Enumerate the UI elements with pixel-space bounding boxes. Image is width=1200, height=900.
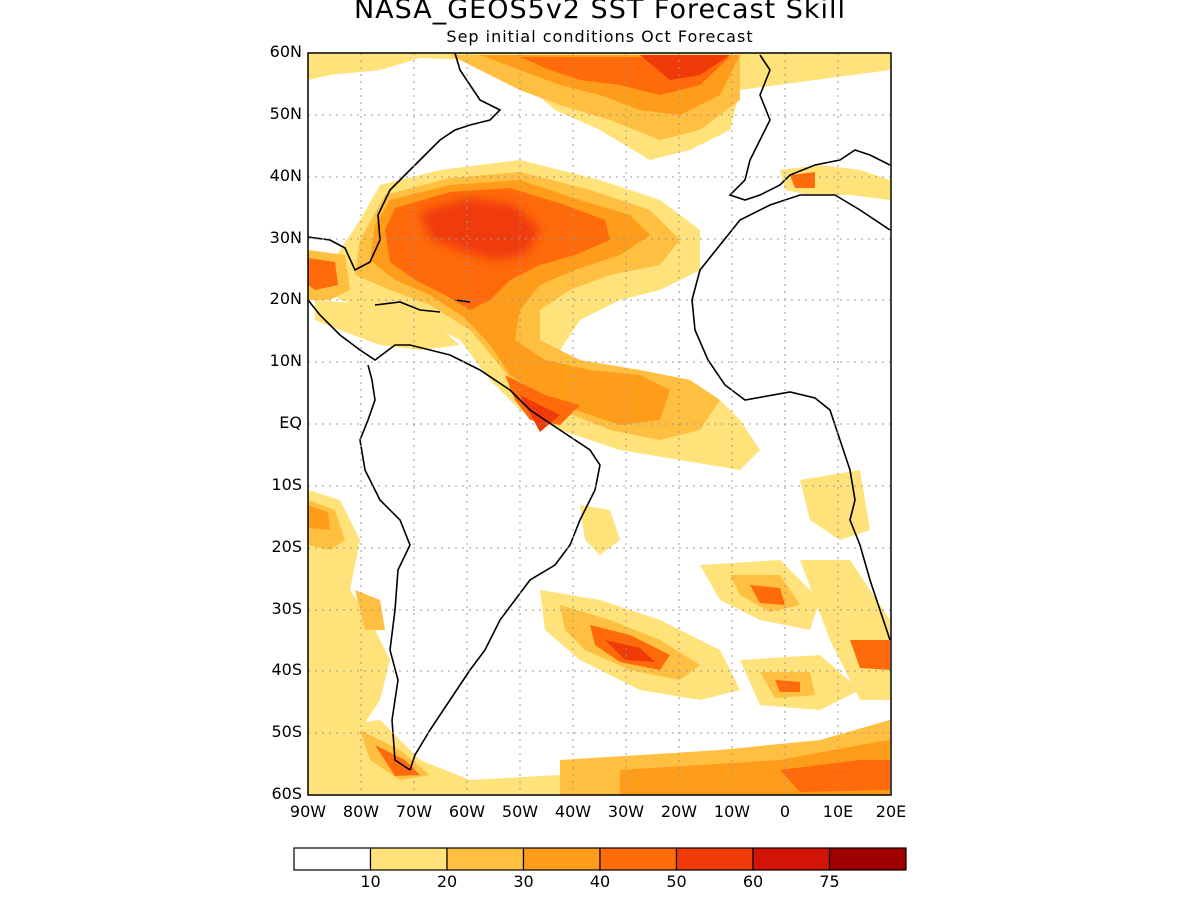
lon-tick-label: 20E bbox=[875, 802, 907, 821]
skill-region-north-atlantic bbox=[308, 53, 890, 160]
colorbar-tick-label: 75 bbox=[819, 872, 840, 891]
lat-tick-label: 40S bbox=[271, 660, 302, 680]
lat-tick-label: 50S bbox=[271, 722, 302, 742]
lon-tick-label: 10E bbox=[822, 802, 854, 821]
lat-tick-label: 30N bbox=[269, 227, 302, 247]
skill-fill-layer bbox=[308, 53, 890, 795]
colorbar-swatch bbox=[828, 847, 907, 871]
coastlines bbox=[308, 53, 891, 771]
colorbar-tick-label: 10 bbox=[360, 872, 381, 891]
colorbar bbox=[293, 847, 907, 871]
lat-tick-label: 20N bbox=[269, 289, 302, 309]
skill-region-east-pacific bbox=[308, 490, 390, 745]
lat-tick-label: 10N bbox=[269, 351, 302, 371]
skill-region-gulf-of-mexico bbox=[308, 250, 460, 350]
colorbar-swatch bbox=[752, 847, 831, 871]
skill-region-subtropical-atlantic bbox=[320, 160, 760, 470]
africa-coast bbox=[691, 194, 891, 641]
lat-tick-label: 40N bbox=[269, 165, 302, 185]
colorbar-tick-label: 60 bbox=[742, 872, 764, 891]
colorbar-swatch bbox=[293, 847, 372, 871]
central-america-coast bbox=[308, 299, 451, 361]
map-frame bbox=[307, 52, 892, 796]
lon-tick-label: 70W bbox=[395, 802, 433, 821]
lat-tick-label: 20S bbox=[271, 536, 302, 556]
lat-lon-grid bbox=[308, 53, 891, 795]
caribbean-islands bbox=[374, 299, 471, 313]
lon-tick-label: 20W bbox=[660, 802, 698, 821]
lat-tick-label: 30S bbox=[271, 598, 302, 618]
colorbar-swatch bbox=[369, 847, 448, 871]
colorbar-tick-label: 20 bbox=[436, 872, 458, 891]
skill-region-mediterranean bbox=[780, 165, 890, 200]
lat-tick-label: 50N bbox=[269, 103, 302, 123]
lon-tick-label: 90W bbox=[289, 802, 327, 821]
lon-tick-label: 40W bbox=[554, 802, 592, 821]
lon-tick-label: 0 bbox=[779, 802, 791, 821]
lat-tick-label: 60N bbox=[269, 42, 302, 61]
chart-title: NASA_GEOS5v2 SST Forecast Skill bbox=[353, 0, 847, 25]
lon-tick-label: 50W bbox=[501, 802, 539, 821]
lon-tick-label: 60W bbox=[448, 802, 486, 821]
lon-tick-label: 10W bbox=[713, 802, 751, 821]
north-america-coast bbox=[308, 53, 502, 272]
colorbar-swatch bbox=[599, 847, 678, 871]
lon-tick-label: 80W bbox=[342, 802, 380, 821]
colorbar-swatch bbox=[675, 847, 754, 871]
colorbar-swatch bbox=[522, 847, 601, 871]
colorbar-tick-label: 50 bbox=[666, 872, 687, 891]
skill-region-south-atlantic bbox=[308, 470, 890, 795]
lat-tick-label: 60S bbox=[271, 784, 302, 803]
colorbar-tick-label: 30 bbox=[513, 872, 534, 891]
lat-tick-label: EQ bbox=[279, 413, 302, 432]
europe-coast bbox=[728, 54, 891, 201]
lat-tick-label: 10S bbox=[271, 474, 302, 494]
colorbar-swatch bbox=[446, 847, 525, 871]
lon-tick-label: 30W bbox=[607, 802, 645, 821]
south-america-coast bbox=[359, 354, 601, 771]
colorbar-tick-label: 40 bbox=[589, 872, 611, 891]
chart-subtitle: Sep initial conditions Oct Forecast bbox=[446, 27, 754, 46]
